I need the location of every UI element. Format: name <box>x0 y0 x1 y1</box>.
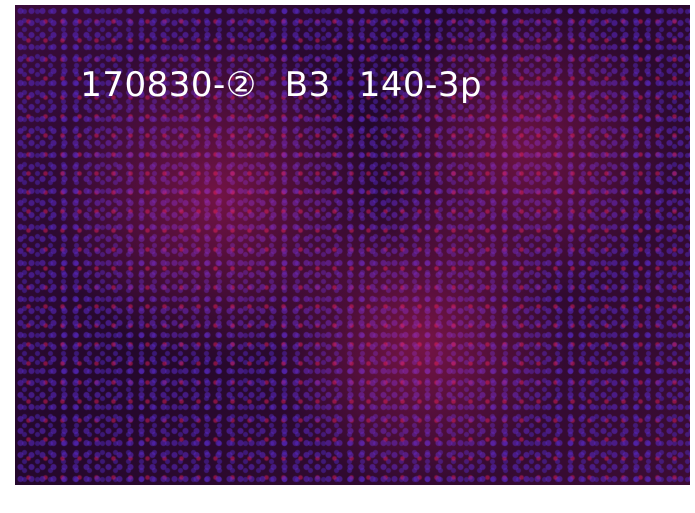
condition: 140-3p <box>359 65 482 105</box>
image-caption: 170830-② B3 140-3p <box>35 25 510 145</box>
fluorescence-micrograph: 170830-② B3 140-3p <box>15 5 690 485</box>
page: {"caption": {"parts": ["170830-②", "B3",… <box>0 0 695 513</box>
well-id: B3 <box>285 65 331 105</box>
sample-id: 170830-② <box>80 65 257 105</box>
